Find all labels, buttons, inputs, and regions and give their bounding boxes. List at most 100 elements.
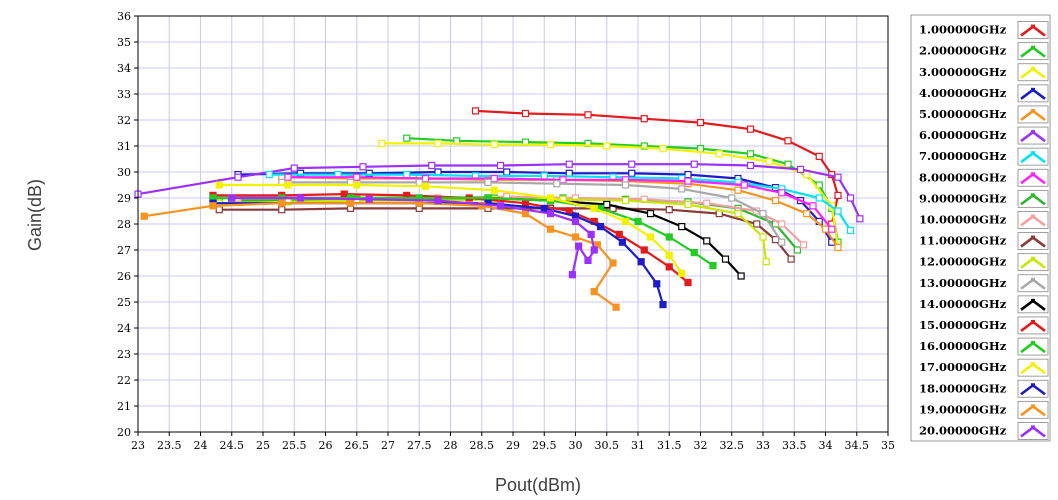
legend-label: 14.00000GHz — [919, 297, 1007, 311]
data-point — [787, 255, 795, 263]
data-point — [546, 210, 555, 218]
data-point — [690, 160, 698, 168]
data-point — [746, 150, 755, 158]
data-point — [546, 141, 555, 149]
legend-swatch-frame — [1017, 316, 1049, 335]
data-point — [696, 145, 705, 153]
y-tick-label: 30 — [117, 166, 131, 179]
legend-marker — [1031, 172, 1035, 177]
data-point — [278, 206, 286, 214]
x-tick-label: 24 — [194, 439, 208, 452]
data-point — [290, 164, 298, 172]
series-line — [137, 163, 861, 220]
legend-label: 19.00000GHz — [919, 402, 1007, 416]
data-point — [696, 118, 705, 127]
data-point — [703, 237, 711, 245]
x-tick-label: 26.5 — [345, 439, 370, 452]
legend-label: 8.000000GHz — [919, 170, 1007, 184]
x-tick-label: 35 — [881, 439, 895, 452]
legend-swatch-frame — [1017, 21, 1049, 39]
legend-marker — [1031, 193, 1035, 198]
x-tick-label: 33.5 — [782, 439, 807, 452]
data-point — [665, 263, 673, 271]
legend-item: 19.00000GHz — [919, 400, 1049, 419]
legend-item: 13.00000GHz — [919, 274, 1049, 293]
x-tick-label: 32.5 — [720, 439, 745, 452]
data-point — [615, 230, 623, 238]
data-point — [690, 249, 698, 257]
x-tick-label: 33 — [756, 439, 770, 452]
data-point — [621, 217, 630, 225]
y-tick-label: 21 — [117, 400, 131, 413]
legend: 1.000000GHz 2.000000GHz 3.000000GHz 4.00000… — [910, 14, 1051, 442]
legend-item: 5.000000GHz — [919, 105, 1049, 124]
legend-swatch-frame — [1017, 211, 1049, 229]
legend-label: 3.000000GHz — [919, 65, 1007, 79]
legend-label: 2.000000GHz — [919, 44, 1007, 58]
legend-item: 18.00000GHz — [919, 379, 1049, 398]
legend-item: 2.000000GHz — [919, 42, 1049, 61]
x-tick-label: 25 — [256, 439, 270, 452]
x-tick-label: 32 — [694, 439, 708, 452]
data-point — [856, 215, 864, 223]
data-point — [521, 109, 530, 118]
legend-label: 13.00000GHz — [919, 276, 1007, 290]
data-point — [490, 186, 498, 194]
data-point — [621, 181, 630, 189]
data-point — [834, 191, 842, 199]
data-point — [771, 197, 780, 205]
data-point — [765, 158, 773, 166]
data-point — [278, 199, 286, 207]
y-tick-label: 29 — [117, 192, 131, 205]
legend-item: 15.00000GHz — [919, 316, 1049, 335]
x-tick-label: 30.5 — [595, 439, 620, 452]
data-point — [584, 256, 592, 264]
data-point — [434, 139, 442, 147]
legend-marker — [1031, 404, 1035, 409]
legend-label: 12.00000GHz — [919, 255, 1007, 269]
legend-item: 16.00000GHz — [919, 337, 1049, 356]
x-tick-label: 26 — [319, 439, 333, 452]
legend-label: 7.000000GHz — [919, 149, 1007, 163]
data-point — [265, 171, 273, 179]
legend-item: 17.00000GHz — [919, 358, 1049, 377]
legend-label: 16.00000GHz — [919, 339, 1007, 353]
data-point — [809, 202, 817, 210]
data-point — [621, 197, 630, 205]
data-point — [678, 269, 686, 277]
data-point — [628, 160, 636, 168]
y-tick-label: 28 — [117, 218, 131, 231]
legend-item: 4.000000GHz — [919, 84, 1049, 103]
series-1 — [471, 107, 842, 228]
data-point — [496, 202, 505, 210]
data-point — [575, 242, 583, 250]
x-tick-label: 27 — [381, 439, 395, 452]
data-point — [762, 258, 770, 266]
data-point — [796, 165, 805, 173]
legend-swatch-frame — [1017, 379, 1049, 398]
legend-marker — [1031, 277, 1035, 282]
data-point — [803, 171, 811, 179]
legend-marker — [1031, 214, 1035, 219]
data-point — [646, 233, 655, 241]
legend-swatch-frame — [1017, 147, 1049, 166]
series-7 — [265, 171, 855, 235]
legend-marker — [1031, 151, 1035, 156]
data-point — [403, 171, 411, 179]
data-point — [540, 172, 548, 180]
data-point — [228, 194, 236, 202]
data-point — [215, 206, 223, 214]
data-point — [734, 210, 742, 218]
data-point — [490, 174, 498, 183]
data-point — [587, 230, 595, 238]
data-point — [284, 173, 292, 181]
data-point — [784, 137, 792, 145]
data-point — [478, 202, 486, 210]
data-point — [618, 238, 626, 246]
data-point — [428, 161, 436, 170]
legend-label: 6.000000GHz — [919, 128, 1007, 142]
legend-swatch-frame — [1017, 358, 1049, 377]
data-point — [471, 107, 480, 115]
legend-marker — [1031, 45, 1035, 50]
